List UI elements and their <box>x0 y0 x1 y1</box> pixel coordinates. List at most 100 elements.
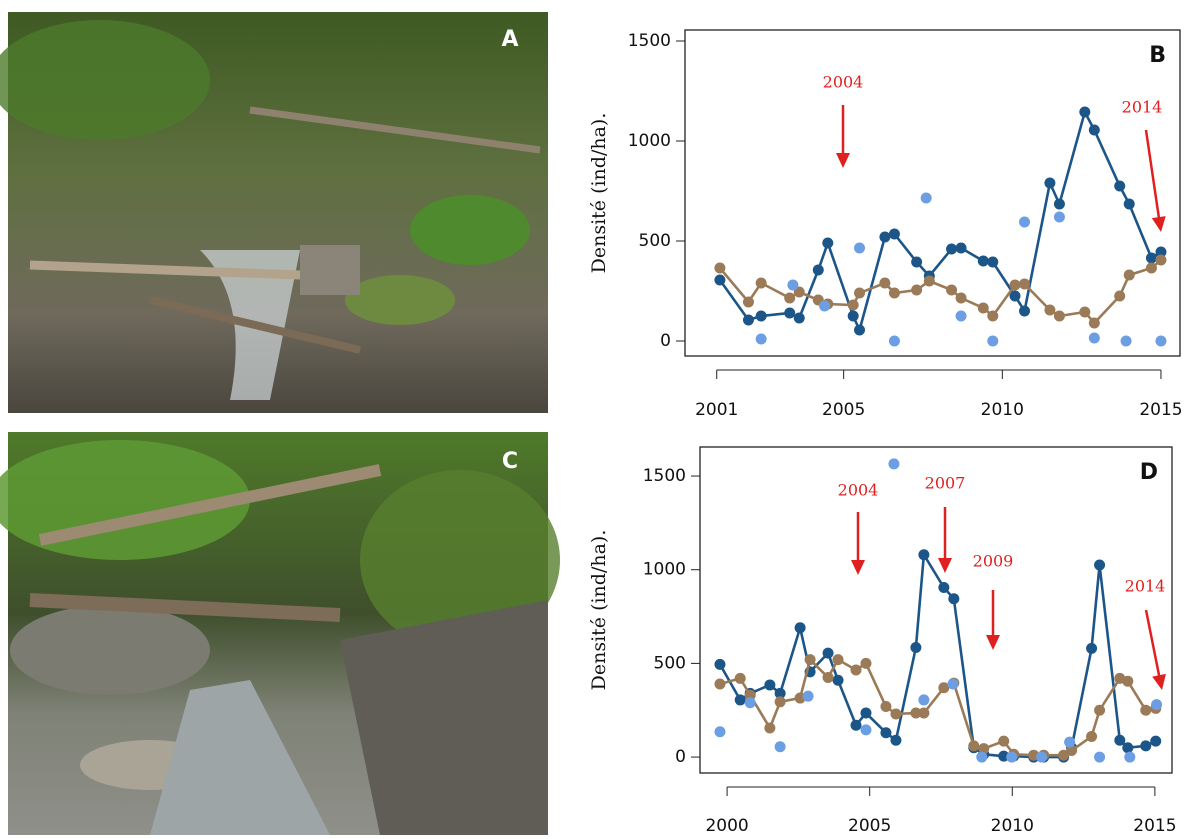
data-point <box>1088 332 1100 344</box>
data-point <box>774 696 786 708</box>
data-point <box>946 243 958 255</box>
x-tick-label: 2010 <box>981 400 1024 420</box>
data-point <box>1019 305 1031 317</box>
data-point <box>764 722 776 734</box>
data-point <box>1155 335 1167 347</box>
y-tick-label: 0 <box>675 747 686 767</box>
data-point <box>888 458 900 470</box>
data-point <box>854 287 866 299</box>
data-point <box>1140 740 1152 752</box>
data-point <box>1086 642 1098 654</box>
data-point <box>1145 262 1157 274</box>
data-point <box>1053 310 1065 322</box>
data-point <box>1079 306 1091 318</box>
panel-letter: C <box>502 449 518 474</box>
x-tick-label: 2005 <box>848 816 891 835</box>
data-point <box>860 724 872 736</box>
data-point <box>804 654 816 666</box>
data-point <box>850 664 862 676</box>
data-point <box>1064 736 1076 748</box>
data-point <box>819 300 831 312</box>
annotation: 2004 <box>823 73 864 92</box>
annotation-arrowhead <box>836 153 850 168</box>
data-point <box>1155 254 1167 266</box>
data-point <box>742 314 754 326</box>
data-point <box>802 690 814 702</box>
x-tick-label: 2015 <box>1139 400 1182 420</box>
data-point <box>880 700 892 712</box>
data-point <box>860 657 872 669</box>
photo-a: A <box>0 12 548 413</box>
data-point <box>976 751 988 763</box>
data-point <box>1114 180 1126 192</box>
data-point <box>1094 704 1106 716</box>
data-point <box>794 622 806 634</box>
data-point <box>1140 704 1152 716</box>
plot-frame <box>699 446 1173 774</box>
annotation-arrowhead <box>1152 673 1166 690</box>
panel-letter: B <box>1149 43 1166 68</box>
y-axis-label: Densité (ind/ha). <box>588 530 610 691</box>
data-point <box>977 255 989 267</box>
annotation: 2009 <box>973 552 1014 571</box>
data-point <box>822 237 834 249</box>
plot-frame <box>684 29 1181 357</box>
data-point <box>714 658 726 670</box>
data-point <box>1044 177 1056 189</box>
annotation-arrowhead <box>1151 216 1166 232</box>
data-point <box>977 302 989 314</box>
data-point <box>987 335 999 347</box>
data-point <box>918 694 930 706</box>
data-point <box>948 593 960 605</box>
data-point <box>1058 749 1070 761</box>
data-point <box>1094 559 1106 571</box>
data-point <box>832 654 844 666</box>
y-tick-label: 500 <box>654 653 686 673</box>
data-point <box>946 284 958 296</box>
data-point <box>918 549 930 561</box>
data-point <box>998 735 1010 747</box>
data-point <box>1151 699 1163 711</box>
data-point <box>734 672 746 684</box>
data-point <box>774 741 786 753</box>
data-point <box>822 647 834 659</box>
data-point <box>1122 675 1134 687</box>
data-point <box>923 275 935 287</box>
data-point <box>911 284 923 296</box>
data-point <box>734 694 746 706</box>
x-tick-label: 2010 <box>991 816 1034 835</box>
data-point <box>910 641 922 653</box>
data-point <box>879 231 891 243</box>
data-point <box>793 286 805 298</box>
data-point <box>910 707 922 719</box>
photo-c: C <box>0 432 560 835</box>
data-point <box>955 292 967 304</box>
data-point <box>879 277 891 289</box>
data-point <box>1019 278 1031 290</box>
data-point <box>854 242 866 254</box>
data-point <box>1114 734 1126 746</box>
y-axis-label: Densité (ind/ha). <box>588 113 610 274</box>
y-tick-label: 1000 <box>643 560 686 580</box>
data-point <box>955 242 967 254</box>
data-point <box>742 296 754 308</box>
data-point <box>714 726 726 738</box>
data-point <box>755 310 767 322</box>
x-tick-label: 2005 <box>822 400 865 420</box>
data-point <box>938 682 950 694</box>
data-point <box>1079 106 1091 118</box>
data-point <box>1086 730 1098 742</box>
data-point <box>1122 742 1134 754</box>
data-point <box>1120 335 1132 347</box>
data-point <box>1053 198 1065 210</box>
data-point <box>784 307 796 319</box>
data-point <box>888 287 900 299</box>
data-point <box>1088 124 1100 136</box>
data-point <box>812 264 824 276</box>
data-point <box>890 734 902 746</box>
data-point <box>1036 751 1048 763</box>
data-point <box>755 277 767 289</box>
annotation-arrowhead <box>938 558 952 573</box>
data-point <box>987 310 999 322</box>
data-point <box>938 582 950 594</box>
